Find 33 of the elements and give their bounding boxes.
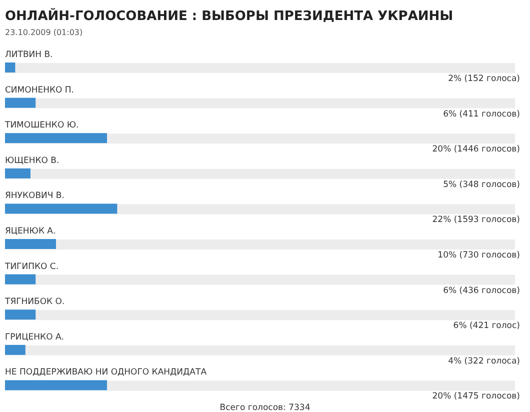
y-tick-label: ТЯГНИБОК О. <box>4 297 65 308</box>
data-label: 5% (348 голосов) <box>443 180 520 190</box>
data-label: 6% (421 голос) <box>453 321 520 332</box>
chart-title: ОНЛАЙН-ГОЛОСОВАНИЕ : ВЫБОРЫ ПРЕЗИДЕНТА УКРАИНЫ <box>5 7 454 24</box>
chart-subtitle: 23.10.2009 (01:03) <box>5 28 83 37</box>
bar <box>5 344 26 355</box>
bar <box>5 98 36 108</box>
bar <box>5 133 107 144</box>
y-tick-label: ТИМОШЕНКО Ю. <box>4 120 79 131</box>
y-tick-label: НЕ ПОДДЕРЖИВАЮ НИ ОДНОГО КАНДИДАТА <box>5 368 207 378</box>
data-label: 2% (152 голоса) <box>448 74 520 84</box>
bar <box>5 310 36 320</box>
data-label: 20% (1475 голосов) <box>432 392 520 402</box>
bar <box>5 239 56 249</box>
bar <box>5 62 16 72</box>
data-label: 6% (436 голосов) <box>443 286 520 296</box>
y-tick-label: ЮЩЕНКО В. <box>5 156 60 166</box>
bar <box>5 380 107 390</box>
bar <box>5 274 36 284</box>
data-label: 4% (322 голоса) <box>448 356 520 366</box>
data-label: 20% (1446 голосов) <box>432 144 520 155</box>
bar <box>5 168 30 178</box>
y-tick-label: СИМОНЕНКО П. <box>5 85 74 96</box>
data-label: 10% (730 голосов) <box>438 250 520 260</box>
y-tick-label: ЯЦЕНЮК А. <box>5 226 56 236</box>
data-label: 6% (411 голосов) <box>443 109 520 120</box>
annotation: Всего голосов: 7334 <box>220 403 310 412</box>
data-label: 22% (1593 голосов) <box>432 215 520 226</box>
bar <box>5 204 118 214</box>
y-tick-label: ГРИЦЕНКО А. <box>5 332 64 342</box>
y-tick-label: ЛИТВИН В. <box>5 50 53 60</box>
y-tick-label: ТИГИПКО С. <box>4 262 59 272</box>
y-tick-label: ЯНУКОВИЧ В. <box>5 191 64 202</box>
